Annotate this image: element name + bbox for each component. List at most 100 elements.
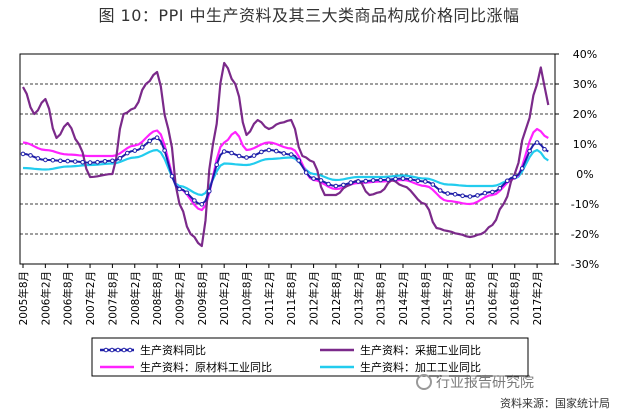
chart-frame xyxy=(19,53,556,265)
series-point xyxy=(169,173,175,179)
series-layer xyxy=(20,61,550,248)
series-point xyxy=(490,189,495,195)
y-tick-label: 30% xyxy=(573,78,597,91)
series-point xyxy=(244,155,249,160)
series-point xyxy=(132,148,138,153)
x-tick-label: 2015年8月 xyxy=(464,271,477,325)
series-point xyxy=(497,186,503,191)
x-tick-label: 2008年2月 xyxy=(129,271,142,325)
series-point xyxy=(423,179,428,184)
speech-bubble-icon xyxy=(416,374,432,390)
legend-marker xyxy=(103,347,109,353)
series-point xyxy=(430,182,436,187)
watermark: 行业报告研究院 xyxy=(416,372,534,392)
plot-area xyxy=(19,53,556,265)
series-point xyxy=(65,158,70,164)
series-point xyxy=(192,198,197,203)
series-point xyxy=(184,190,190,196)
legend-box xyxy=(91,337,529,377)
series-point xyxy=(318,178,324,183)
series-point xyxy=(519,166,525,171)
series-point xyxy=(214,162,219,167)
series-point xyxy=(467,194,473,199)
y-tick-label: -20% xyxy=(571,228,599,241)
series-point xyxy=(311,176,316,181)
x-tick-label: 2014年2月 xyxy=(397,271,410,325)
series-point xyxy=(147,138,152,144)
series-point xyxy=(117,156,123,161)
y-tick-label: 40% xyxy=(573,48,597,61)
series-point xyxy=(58,158,63,164)
series-point xyxy=(28,153,33,158)
y-tick-label: -30% xyxy=(571,258,599,271)
x-tick-label: 2016年8月 xyxy=(509,271,522,325)
series-point xyxy=(43,157,48,163)
x-tick-label: 2007年8月 xyxy=(106,271,119,325)
series-point xyxy=(415,178,421,184)
grid-lines xyxy=(20,83,555,235)
series-point xyxy=(251,153,257,158)
x-tick-label: 2009年8月 xyxy=(196,271,209,325)
source-note: 资料来源：国家统计局 xyxy=(500,397,610,410)
series-point xyxy=(35,156,41,161)
legend-marker xyxy=(115,347,121,353)
x-tick-label: 2013年2月 xyxy=(352,271,365,325)
series-point xyxy=(348,180,354,185)
series-point xyxy=(236,153,242,159)
series-point xyxy=(80,159,85,165)
series-point xyxy=(87,160,93,165)
x-tick-label: 2005年8月 xyxy=(17,271,30,325)
y-tick-label: 20% xyxy=(573,108,597,121)
x-tick-label: 2007年2月 xyxy=(84,271,97,325)
series-point xyxy=(281,151,287,156)
watermark-text: 行业报告研究院 xyxy=(436,375,534,391)
x-tick-label: 2014年8月 xyxy=(419,271,432,325)
series-point xyxy=(20,151,26,157)
y-tick-label: 10% xyxy=(573,138,597,151)
series-point xyxy=(445,191,451,196)
x-axis-ticks: 2005年8月 2006年2月 2006年8月 2007年2月 2007年8月 2008年… xyxy=(17,264,544,325)
series-point xyxy=(110,158,115,164)
x-tick-label: 2013年8月 xyxy=(375,271,388,325)
legend-label: 生产资料同比 xyxy=(140,343,206,357)
series-point xyxy=(199,202,205,207)
series-point xyxy=(296,158,302,163)
x-tick-label: 2006年8月 xyxy=(62,271,75,325)
series-point xyxy=(534,140,540,145)
series-point xyxy=(154,135,160,140)
y-tick-label: -10% xyxy=(571,198,599,211)
series-point xyxy=(460,193,465,199)
series-point xyxy=(408,177,413,182)
series-point xyxy=(452,192,458,197)
legend-marker xyxy=(109,347,115,353)
x-tick-label: 2012年8月 xyxy=(330,271,343,325)
series-point xyxy=(266,147,272,153)
x-tick-label: 2015年2月 xyxy=(442,271,455,325)
series-point xyxy=(385,177,391,182)
y-tick-label: 0% xyxy=(576,168,593,181)
series-point xyxy=(221,149,227,154)
series-point xyxy=(393,176,398,182)
series-point xyxy=(177,186,182,192)
y-axis-ticks: 40% 30% 20% 10% 0% -10% -20% -30% xyxy=(555,48,599,271)
legend-label: 生产资料：原材料工业同比 xyxy=(140,360,272,374)
series-point xyxy=(207,188,212,194)
legend-label: 生产资料：加工工业同比 xyxy=(360,360,481,374)
series-point xyxy=(512,174,518,180)
x-tick-label: 2017年2月 xyxy=(531,271,544,325)
series-point xyxy=(356,179,361,184)
series-point xyxy=(95,159,100,165)
x-tick-label: 2008年8月 xyxy=(151,271,164,325)
x-tick-label: 2010年2月 xyxy=(218,271,231,325)
x-tick-label: 2016年2月 xyxy=(486,271,499,325)
x-tick-label: 2006年2月 xyxy=(39,271,52,325)
series-point xyxy=(102,159,108,164)
x-tick-label: 2011年8月 xyxy=(285,271,298,325)
series-point xyxy=(259,149,264,155)
series-point xyxy=(400,176,406,181)
series-line-2 xyxy=(22,127,549,212)
series-point xyxy=(288,152,294,157)
series-point xyxy=(527,148,532,154)
